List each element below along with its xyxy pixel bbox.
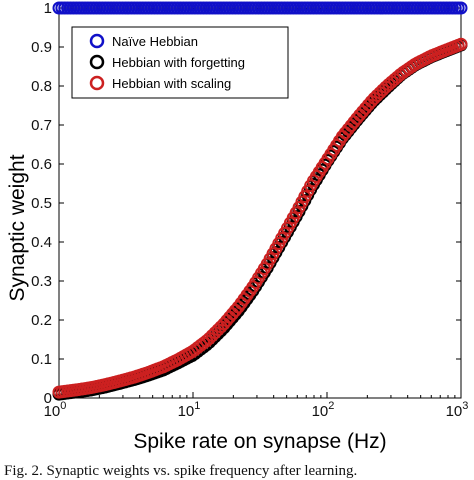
y-tick-label: 0.7 [31, 117, 52, 134]
y-tick-label: 1 [44, 0, 52, 17]
legend: Naïve Hebbian Hebbian with forgetting Hebb… [71, 26, 289, 99]
x-tick-label: 101 [178, 400, 201, 420]
y-tick-label: 0.6 [31, 156, 52, 173]
y-tick-label: 0.9 [31, 39, 52, 56]
y-tick-label: 0.1 [31, 351, 52, 368]
x-tick-label: 103 [446, 400, 469, 420]
y-tick-label: 0.4 [31, 234, 52, 251]
legend-label: Hebbian with forgetting [112, 55, 245, 70]
y-tick-label: 0.8 [31, 78, 52, 95]
y-tick-label: 0.5 [31, 195, 52, 212]
legend-label: Naïve Hebbian [112, 34, 198, 49]
y-tick-label: 0 [44, 390, 52, 407]
plot-area: 0 0.1 0.2 0.3 0.4 0.5 0.6 0.7 0.8 0.9 1 100 101 102 10… [31, 0, 468, 420]
legend-marker [89, 75, 105, 91]
legend-box [71, 26, 289, 99]
x-axis-title: Spike rate on synapse (Hz) [133, 430, 386, 453]
series-1 [52, 1, 468, 15]
x-tick-label: 102 [312, 400, 335, 420]
legend-label: Hebbian with scaling [112, 76, 231, 91]
data-point [454, 37, 468, 51]
figure-caption: Fig. 2. Synaptic weights vs. spike frequ… [4, 463, 358, 479]
legend-marker [89, 33, 105, 49]
x-tick-label: 100 [44, 400, 67, 420]
legend-marker [89, 54, 105, 70]
y-tick-label: 0.2 [31, 312, 52, 329]
y-axis-title: Synaptic weight [6, 154, 29, 301]
series-3 [52, 37, 468, 399]
data-point [454, 1, 468, 15]
y-tick-label: 0.3 [31, 273, 52, 290]
